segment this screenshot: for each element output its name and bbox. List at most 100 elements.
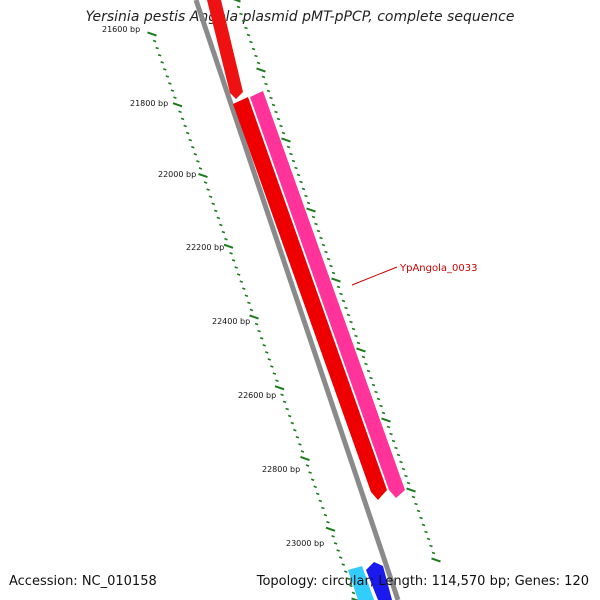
tick-label-22400: 22400 bp	[212, 317, 250, 326]
outer-tick	[431, 551, 436, 555]
inner-tick	[313, 485, 317, 489]
outer-tick	[416, 509, 421, 513]
outer-tick	[366, 369, 371, 373]
inner-tick	[293, 428, 297, 432]
outer-tick	[304, 194, 308, 198]
outer-tick	[261, 75, 266, 79]
tick-label-22800: 22800 bp	[262, 465, 300, 474]
inner-tick	[249, 308, 254, 312]
inner-tick	[264, 351, 269, 354]
outer-tick	[241, 19, 246, 23]
outer-tick	[299, 180, 303, 184]
inner-tick	[234, 266, 238, 269]
inner-tick	[338, 556, 343, 559]
outer-tick	[244, 26, 248, 30]
outer-tick	[329, 264, 333, 268]
outer-tick	[306, 201, 311, 205]
outer-tick	[406, 487, 416, 493]
inner-tick	[344, 570, 348, 573]
outer-tick	[351, 327, 356, 331]
outer-tick	[274, 110, 278, 114]
inner-tick	[321, 506, 325, 510]
outer-tick	[404, 474, 408, 478]
outer-tick	[371, 383, 376, 387]
outer-tick	[419, 516, 423, 520]
inner-tick	[287, 414, 292, 418]
inner-tick	[191, 145, 195, 149]
inner-tick	[351, 597, 360, 600]
inner-tick	[168, 82, 172, 85]
tick-labels: 21600 bp 21800 bp 22000 bp 22200 bp 2240…	[102, 25, 324, 548]
inner-tick	[290, 421, 295, 425]
accession-text: Accession: NC_010158	[9, 574, 157, 589]
inner-tick	[165, 75, 170, 78]
inner-tick	[203, 181, 208, 184]
blue-gene-feature[interactable]	[366, 562, 392, 600]
inner-tick	[193, 152, 198, 156]
outer-tick	[361, 355, 366, 359]
backbone-line	[193, 0, 401, 600]
outer-tick	[401, 467, 406, 471]
map-title: Yersinia pestis Angola plasmid pMT-pPCP,…	[85, 9, 515, 25]
inner-tick	[351, 591, 356, 595]
outer-tick	[266, 89, 271, 93]
inner-tick	[257, 329, 261, 333]
inner-tick	[325, 526, 336, 532]
outer-tick	[321, 243, 326, 247]
outer-tick	[379, 404, 383, 408]
outer-tick	[391, 439, 396, 443]
tick-label-22600: 22600 bp	[238, 391, 276, 400]
inner-tick	[198, 172, 208, 179]
inner-tick	[275, 379, 279, 382]
inner-tick	[183, 124, 187, 128]
outer-tick	[364, 362, 368, 366]
inner-tick	[239, 280, 244, 283]
outer-tick	[281, 131, 286, 135]
outer-tick	[256, 67, 266, 73]
inner-tick	[198, 167, 203, 170]
inner-tick	[188, 138, 193, 142]
inner-tick	[310, 478, 315, 482]
pink-gene-feature[interactable]	[250, 91, 405, 498]
inner-tick	[196, 160, 200, 163]
outer-tick	[291, 159, 296, 163]
inner-tick	[155, 46, 159, 50]
inner-tick	[318, 499, 323, 503]
tick-label-21800: 21800 bp	[130, 99, 168, 108]
inner-tick	[331, 535, 335, 538]
inner-tick	[180, 117, 185, 121]
inner-tick	[173, 96, 177, 99]
inner-tick	[221, 230, 226, 234]
outer-tick	[411, 495, 416, 499]
outer-tick	[306, 207, 316, 213]
outer-tick	[269, 96, 273, 100]
inner-tick	[336, 549, 340, 552]
outer-tick	[336, 285, 341, 289]
tick-label-22000: 22000 bp	[158, 170, 196, 179]
inner-tick	[178, 110, 182, 114]
inner-tick	[208, 195, 213, 199]
inner-tick	[282, 400, 287, 404]
outer-tick	[276, 117, 281, 121]
outer-tick	[399, 460, 403, 464]
inner-tick	[272, 372, 277, 375]
outer-tick	[316, 229, 321, 233]
inner-tick	[300, 455, 310, 462]
red-gene-main-feature[interactable]	[233, 97, 387, 500]
outer-tick	[339, 292, 343, 296]
inner-tick	[213, 209, 218, 213]
inner-tick	[341, 563, 346, 566]
outer-tick	[369, 376, 373, 380]
gene-label-ypangola-0033[interactable]: YpAngola_0033	[399, 263, 477, 274]
red-gene-upper-feature[interactable]	[207, 0, 243, 99]
inner-tick	[223, 243, 234, 249]
outer-tick	[331, 277, 341, 283]
outer-tick	[286, 145, 291, 149]
outer-tick	[374, 390, 378, 394]
outer-tick	[394, 446, 398, 450]
outer-tick	[326, 257, 331, 261]
tick-label-21600: 21600 bp	[102, 25, 140, 34]
outer-tick	[356, 341, 361, 345]
cyan-gene-feature[interactable]	[348, 566, 374, 600]
